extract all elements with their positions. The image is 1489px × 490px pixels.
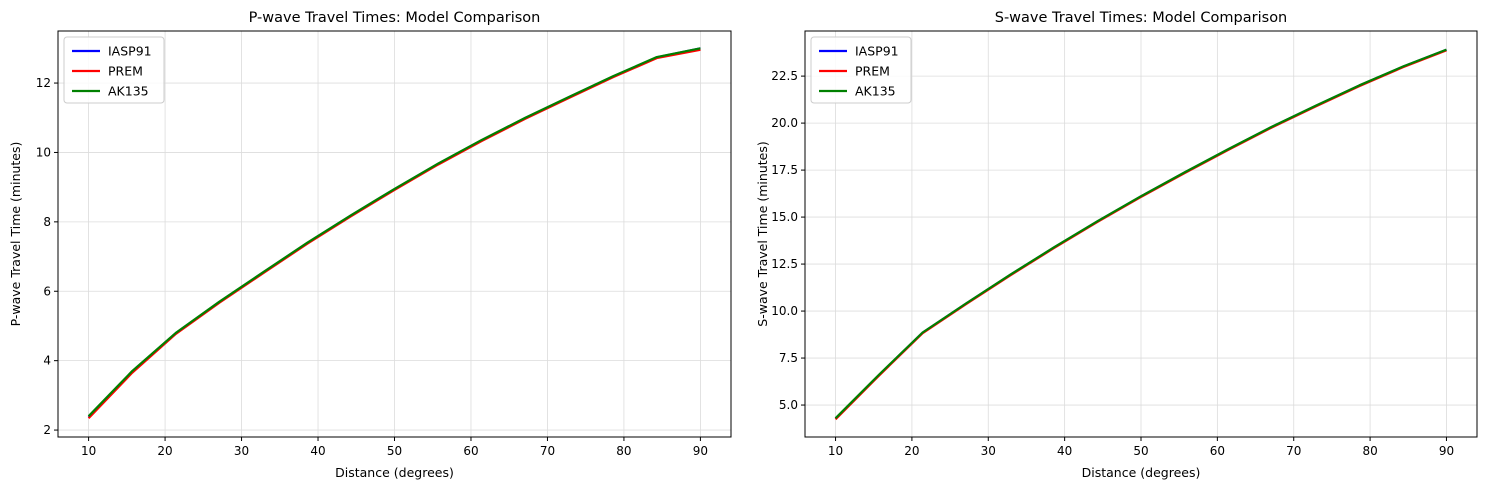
y-tick-label: 2: [43, 423, 51, 437]
legend-label: IASP91: [855, 44, 899, 59]
y-tick-label: 8: [43, 215, 51, 229]
legend-box: [810, 36, 912, 104]
y-tick-label: 10.0: [771, 304, 798, 318]
legend-label: AK135: [108, 84, 149, 99]
legend-box: [63, 36, 165, 104]
x-tick-label: 60: [463, 444, 478, 458]
y-tick-label: 10: [36, 145, 51, 159]
x-tick-label: 40: [310, 444, 325, 458]
y-tick-label: 15.0: [771, 210, 798, 224]
x-tick-label: 50: [387, 444, 402, 458]
y-tick-label: 12: [36, 76, 51, 90]
chart-panel-2: 10 20 30 40 50 60 70 80 90 5.0 7.5 10.0 12.5 15.0 17.5…: [755, 10, 1478, 480]
x-tick-label: 10: [828, 444, 843, 458]
y-tick-label: 17.5: [771, 163, 798, 177]
x-tick-label: 70: [1286, 444, 1301, 458]
y-tick-label: 22.5: [771, 69, 798, 83]
x-tick-label: 30: [234, 444, 249, 458]
legend-label: AK135: [855, 84, 896, 99]
legend: IASP91 PREM AK135: [810, 36, 912, 104]
x-axis-label: Distance (degrees): [335, 465, 454, 480]
x-tick-label: 90: [1439, 444, 1454, 458]
x-tick-label: 80: [616, 444, 631, 458]
y-tick-label: 5.0: [779, 398, 798, 412]
y-tick-label: 12.5: [771, 257, 798, 271]
x-tick-label: 20: [157, 444, 172, 458]
x-tick-label: 30: [981, 444, 996, 458]
legend: IASP91 PREM AK135: [63, 36, 165, 104]
x-axis-label: Distance (degrees): [1082, 465, 1201, 480]
grid: [58, 31, 731, 437]
chart-title: P-wave Travel Times: Model Comparison: [249, 10, 541, 26]
x-tick-label: 80: [1362, 444, 1377, 458]
grid: [805, 31, 1477, 437]
chart-title: S-wave Travel Times: Model Comparison: [995, 10, 1288, 26]
series-line-ak135: [87, 47, 701, 417]
y-axis-label: S-wave Travel Time (minutes): [755, 141, 770, 326]
series-line-ak135: [834, 48, 1447, 419]
y-tick-label: 4: [43, 354, 51, 368]
y-tick-label: 7.5: [779, 351, 798, 365]
chart-panel-1: 10 20 30 40 50 60 70 80 90 2 4 6 8 10 12 P-wave Travel …: [8, 10, 732, 480]
x-tick-label: 90: [693, 444, 708, 458]
x-tick-label: 10: [81, 444, 96, 458]
y-axis-label: P-wave Travel Time (minutes): [8, 142, 23, 327]
x-tick-label: 20: [904, 444, 919, 458]
legend-label: PREM: [108, 64, 143, 79]
y-tick-label: 6: [43, 284, 51, 298]
x-tick-label: 50: [1133, 444, 1148, 458]
y-tick-label: 20.0: [771, 116, 798, 130]
x-tick-label: 60: [1210, 444, 1225, 458]
x-tick-label: 40: [1057, 444, 1072, 458]
legend-label: IASP91: [108, 44, 152, 59]
legend-label: PREM: [855, 64, 890, 79]
x-tick-label: 70: [540, 444, 555, 458]
